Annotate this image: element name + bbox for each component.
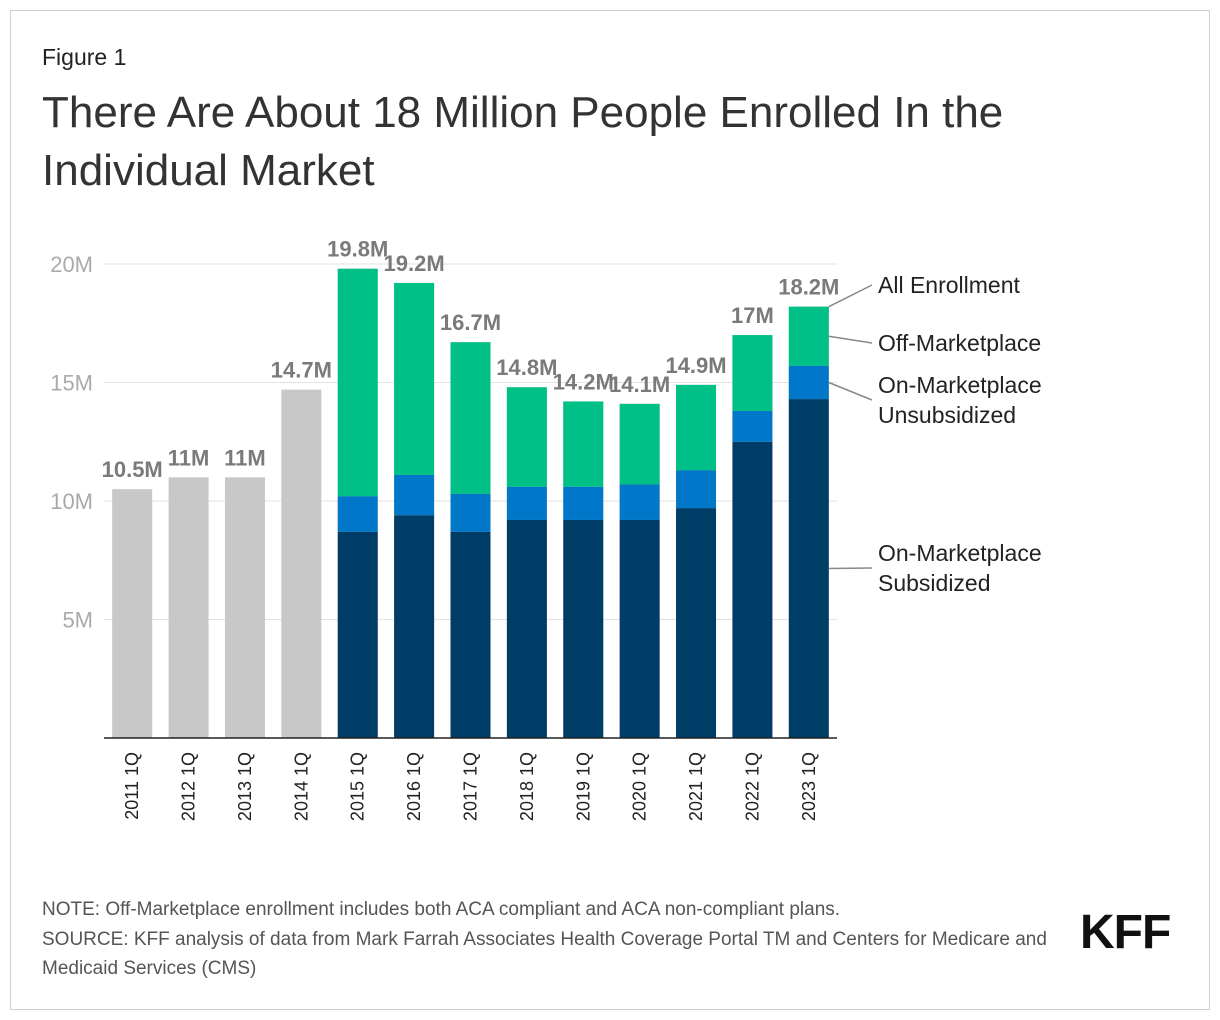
bar-segment bbox=[394, 282, 435, 475]
bar-segment bbox=[337, 268, 378, 497]
bar-segment bbox=[676, 384, 717, 471]
leader-line bbox=[828, 567, 873, 570]
bar-segment bbox=[337, 496, 378, 532]
leader-line bbox=[828, 381, 873, 401]
value-label: 16.7M bbox=[440, 310, 501, 335]
bar-segment bbox=[394, 474, 435, 516]
bar-segment bbox=[450, 531, 491, 738]
logo: KFF bbox=[1080, 906, 1171, 959]
bar-segment bbox=[788, 306, 829, 366]
value-label: 14.8M bbox=[496, 355, 557, 380]
bar-segment bbox=[394, 515, 435, 738]
bar-segment bbox=[506, 519, 547, 738]
bar-segment bbox=[619, 403, 660, 485]
bar-segment bbox=[506, 387, 547, 487]
leader-line bbox=[828, 335, 873, 344]
bar-segment bbox=[337, 531, 378, 738]
bar bbox=[112, 489, 153, 738]
y-tick-label: 15M bbox=[50, 371, 93, 396]
y-tick-label: 20M bbox=[50, 252, 93, 277]
bar-segment bbox=[506, 486, 547, 520]
bar bbox=[168, 477, 209, 738]
value-label: 14.9M bbox=[665, 353, 726, 378]
source: SOURCE: KFF analysis of data from Mark F… bbox=[42, 928, 1047, 980]
figure-label: Figure 1 bbox=[42, 44, 127, 70]
value-label: 19.8M bbox=[327, 237, 388, 262]
bar-segment bbox=[450, 342, 491, 494]
x-tick-label: 2022 1Q bbox=[742, 752, 762, 821]
bar-segment bbox=[563, 401, 604, 487]
value-label: 14.1M bbox=[609, 372, 670, 397]
y-tick-label: 5M bbox=[62, 608, 93, 633]
bar-segment bbox=[732, 441, 773, 738]
y-tick-label: 10M bbox=[50, 489, 93, 514]
chart-title: There Are About 18 Million People Enroll… bbox=[42, 88, 1004, 195]
bar-segment bbox=[563, 519, 604, 738]
bar-segment bbox=[732, 410, 773, 442]
x-tick-label: 2018 1Q bbox=[517, 752, 537, 821]
leader-line bbox=[828, 284, 873, 308]
x-tick-label: 2021 1Q bbox=[686, 752, 706, 821]
value-label: 14.7M bbox=[271, 358, 332, 383]
bar-segment bbox=[788, 365, 829, 400]
bar-segment bbox=[450, 493, 491, 532]
x-tick-label: 2011 1Q bbox=[122, 752, 142, 820]
value-label: 18.2M bbox=[778, 275, 839, 300]
bar-segment bbox=[676, 508, 717, 738]
x-tick-label: 2019 1Q bbox=[573, 752, 593, 821]
legend-label: On-Marketplace Subsidized bbox=[878, 540, 1042, 596]
bar-segment bbox=[619, 519, 660, 738]
x-tick-label: 2015 1Q bbox=[348, 752, 368, 821]
value-label: 17M bbox=[731, 303, 774, 328]
x-tick-label: 2014 1Q bbox=[291, 752, 311, 821]
value-label: 19.2M bbox=[384, 251, 445, 276]
x-tick-label: 2017 1Q bbox=[461, 752, 481, 821]
value-label: 11M bbox=[168, 445, 210, 470]
bar-segment bbox=[563, 486, 604, 520]
bar-segment bbox=[732, 335, 773, 411]
bar bbox=[224, 477, 265, 738]
legend-label: Off-Marketplace bbox=[878, 330, 1042, 356]
x-tick-label: 2012 1Q bbox=[179, 752, 199, 821]
note: NOTE: Off-Marketplace enrollment include… bbox=[42, 899, 841, 920]
notes: NOTE: Off-Marketplace enrollment include… bbox=[42, 895, 1072, 984]
x-tick-label: 2020 1Q bbox=[630, 752, 650, 821]
bar-segment bbox=[676, 470, 717, 509]
x-tick-label: 2016 1Q bbox=[404, 752, 424, 821]
bar-segment bbox=[788, 399, 829, 738]
legend-label: On-Marketplace Unsubsidized bbox=[878, 372, 1042, 428]
frame bbox=[10, 10, 1210, 1010]
value-label: 11M bbox=[224, 445, 266, 470]
x-tick-label: 2013 1Q bbox=[235, 752, 255, 821]
value-label: 10.5M bbox=[102, 457, 163, 482]
x-tick-label: 2023 1Q bbox=[799, 752, 819, 821]
bar bbox=[281, 389, 322, 738]
value-label: 14.2M bbox=[553, 369, 614, 394]
bar-segment bbox=[619, 484, 660, 520]
legend-label: All Enrollment bbox=[878, 272, 1020, 298]
